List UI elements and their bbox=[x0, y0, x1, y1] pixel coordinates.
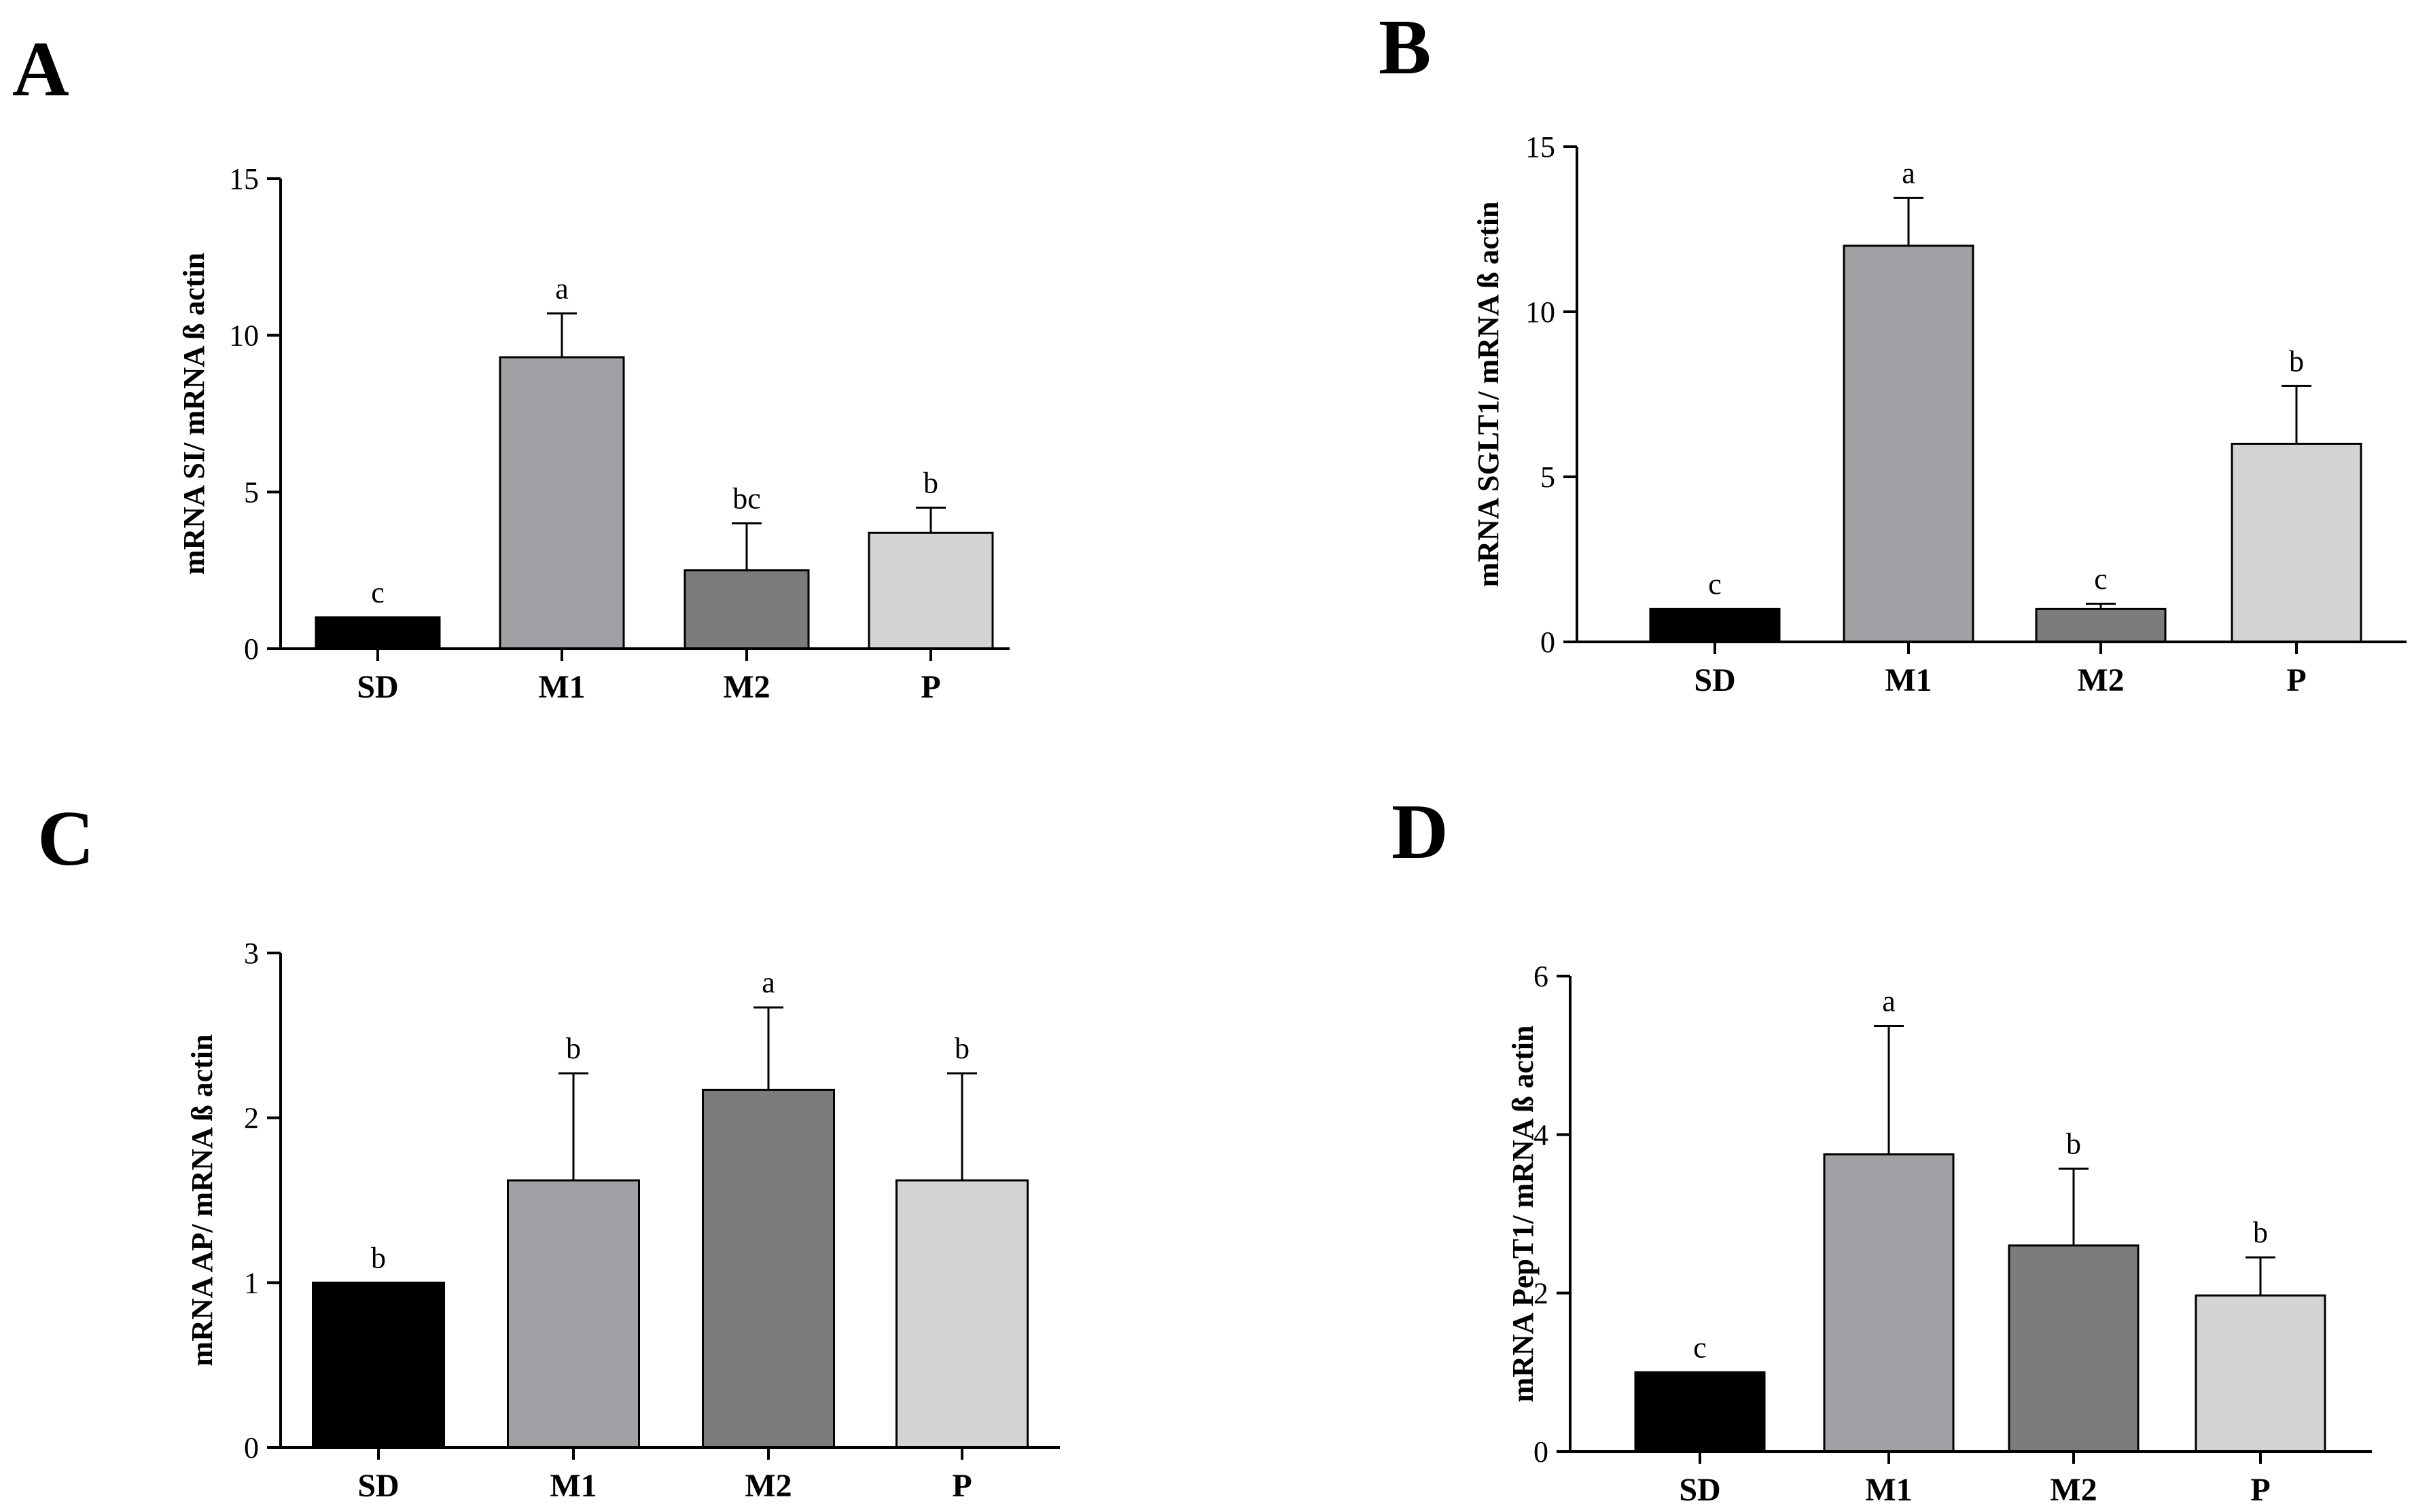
significance-label-a-m1: a bbox=[555, 272, 569, 305]
significance-label-c-m2: a bbox=[762, 966, 775, 999]
y-tick-label-d: 0 bbox=[1533, 1435, 1548, 1469]
category-label-c-m1: M1 bbox=[550, 1468, 597, 1504]
category-label-d-p: P bbox=[2250, 1472, 2270, 1508]
category-label-b-sd: SD bbox=[1694, 662, 1735, 698]
y-tick-label-d: 6 bbox=[1533, 960, 1548, 993]
bar-b-m2 bbox=[2035, 607, 2167, 643]
significance-label-a-p: b bbox=[923, 466, 938, 499]
y-tick-label-c: 2 bbox=[244, 1102, 259, 1135]
significance-label-c-p: b bbox=[955, 1032, 970, 1065]
bar-c-sd bbox=[312, 1281, 445, 1449]
significance-label-b-m1: a bbox=[1902, 156, 1915, 190]
category-label-b-p: P bbox=[2286, 662, 2306, 698]
bar-a-m1 bbox=[499, 356, 625, 650]
panel-letter-a: A bbox=[12, 26, 69, 113]
category-label-b-m2: M2 bbox=[2077, 662, 2124, 698]
bar-c-m1 bbox=[507, 1179, 640, 1449]
bar-b-sd bbox=[1649, 607, 1781, 643]
category-label-c-sd: SD bbox=[357, 1468, 399, 1504]
significance-label-c-m1: b bbox=[566, 1032, 581, 1065]
significance-label-d-m1: a bbox=[1882, 985, 1896, 1018]
bar-b-p bbox=[2231, 442, 2362, 643]
significance-label-b-sd: c bbox=[1708, 567, 1722, 600]
category-label-d-m2: M2 bbox=[2050, 1472, 2097, 1508]
category-label-a-p: P bbox=[921, 669, 940, 705]
panel-letter-b: B bbox=[1379, 4, 1431, 91]
y-tick-label-c: 3 bbox=[244, 937, 259, 970]
bar-a-m2 bbox=[684, 569, 810, 650]
significance-label-b-m2: c bbox=[2094, 562, 2108, 596]
bar-c-m2 bbox=[702, 1088, 835, 1449]
category-label-c-m2: M2 bbox=[745, 1468, 792, 1504]
bar-d-sd bbox=[1634, 1371, 1766, 1453]
y-axis-label-a: mRNA SI/ mRNA ß actin bbox=[177, 253, 211, 575]
y-tick-label-c: 1 bbox=[244, 1266, 259, 1299]
y-tick-label-d: 4 bbox=[1533, 1118, 1548, 1151]
panel-letter-c: C bbox=[37, 795, 94, 882]
bar-b-m1 bbox=[1843, 245, 1974, 643]
panel-letter-d: D bbox=[1391, 789, 1449, 876]
y-axis-label-c: mRNA AP/ mRNA ß actin bbox=[185, 1034, 219, 1367]
category-label-c-p: P bbox=[952, 1468, 972, 1504]
significance-label-b-p: b bbox=[2289, 344, 2304, 378]
bar-a-p bbox=[868, 531, 994, 650]
y-tick-label-c: 0 bbox=[244, 1431, 259, 1464]
bar-d-m1 bbox=[1823, 1153, 1955, 1453]
category-label-a-m1: M1 bbox=[538, 669, 585, 705]
y-tick-label-b: 10 bbox=[1525, 295, 1555, 329]
y-tick-label-d: 2 bbox=[1533, 1277, 1548, 1310]
y-tick-label-a: 10 bbox=[229, 319, 259, 353]
category-label-d-m1: M1 bbox=[1865, 1472, 1912, 1508]
significance-label-a-sd: c bbox=[371, 576, 385, 609]
bar-d-m2 bbox=[2008, 1244, 2140, 1453]
significance-label-a-m2: bc bbox=[732, 482, 761, 515]
y-tick-label-a: 15 bbox=[229, 162, 259, 196]
bar-d-p bbox=[2195, 1294, 2326, 1453]
significance-label-d-sd: c bbox=[1693, 1331, 1707, 1364]
y-axis-label-d: mRNA PepT1/ mRNA ß actin bbox=[1506, 1026, 1540, 1403]
y-axis-label-b: mRNA SGLT1/ mRNA ß actin bbox=[1472, 201, 1505, 587]
bar-c-p bbox=[895, 1179, 1029, 1449]
y-tick-label-b: 0 bbox=[1540, 626, 1555, 659]
y-tick-label-b: 15 bbox=[1525, 130, 1555, 164]
y-tick-label-b: 5 bbox=[1540, 461, 1555, 494]
category-label-b-m1: M1 bbox=[1885, 662, 1932, 698]
bar-a-sd bbox=[315, 616, 441, 650]
category-label-a-m2: M2 bbox=[723, 669, 770, 705]
significance-label-d-p: b bbox=[2253, 1216, 2268, 1249]
y-tick-label-a: 5 bbox=[244, 475, 259, 509]
y-tick-label-a: 0 bbox=[244, 632, 259, 666]
category-label-d-sd: SD bbox=[1679, 1472, 1720, 1508]
significance-label-c-sd: b bbox=[371, 1241, 386, 1274]
significance-label-d-m2: b bbox=[2066, 1128, 2081, 1161]
category-label-a-sd: SD bbox=[357, 669, 398, 705]
